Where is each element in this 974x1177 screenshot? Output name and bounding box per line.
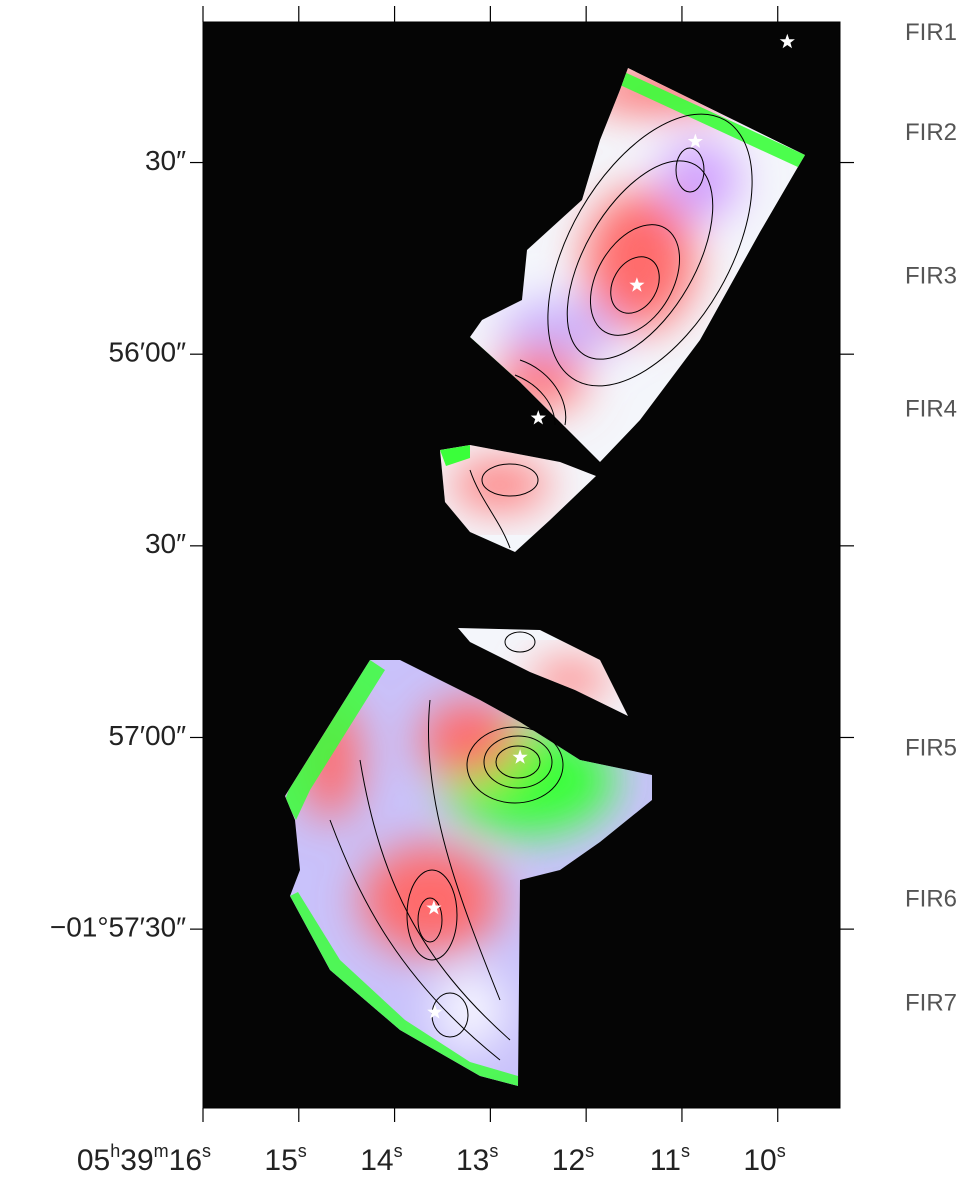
source-label: FIR4 xyxy=(905,395,957,422)
y-tick-label: 56′00″ xyxy=(109,337,187,368)
source-label: FIR2 xyxy=(905,119,957,146)
source-label: FIR1 xyxy=(905,19,957,46)
y-tick-label: 30″ xyxy=(145,528,186,559)
x-tick-label: 14s xyxy=(360,1141,402,1177)
source-label: FIR3 xyxy=(905,263,957,290)
x-tick-label: 10s xyxy=(743,1141,785,1177)
y-tick-label: 57′00″ xyxy=(109,720,187,751)
source-label: FIR7 xyxy=(905,990,957,1017)
x-tick-label: 13s xyxy=(456,1141,498,1177)
x-tick-label: 15s xyxy=(264,1141,306,1177)
x-tick-label: 05h39m16s xyxy=(77,1141,211,1177)
source-label: FIR5 xyxy=(905,735,957,762)
source-label: FIR6 xyxy=(905,885,957,912)
y-tick-label: 30″ xyxy=(145,145,186,176)
x-tick-label: 11s xyxy=(650,1141,690,1177)
x-tick-label: 12s xyxy=(552,1141,594,1177)
chart: 05h39m16s 15s 14s 13s 12s 11s 10s 30″ 56′00″ 30″ 5… xyxy=(0,0,974,1177)
y-tick-label: −01°57′30″ xyxy=(50,912,186,943)
